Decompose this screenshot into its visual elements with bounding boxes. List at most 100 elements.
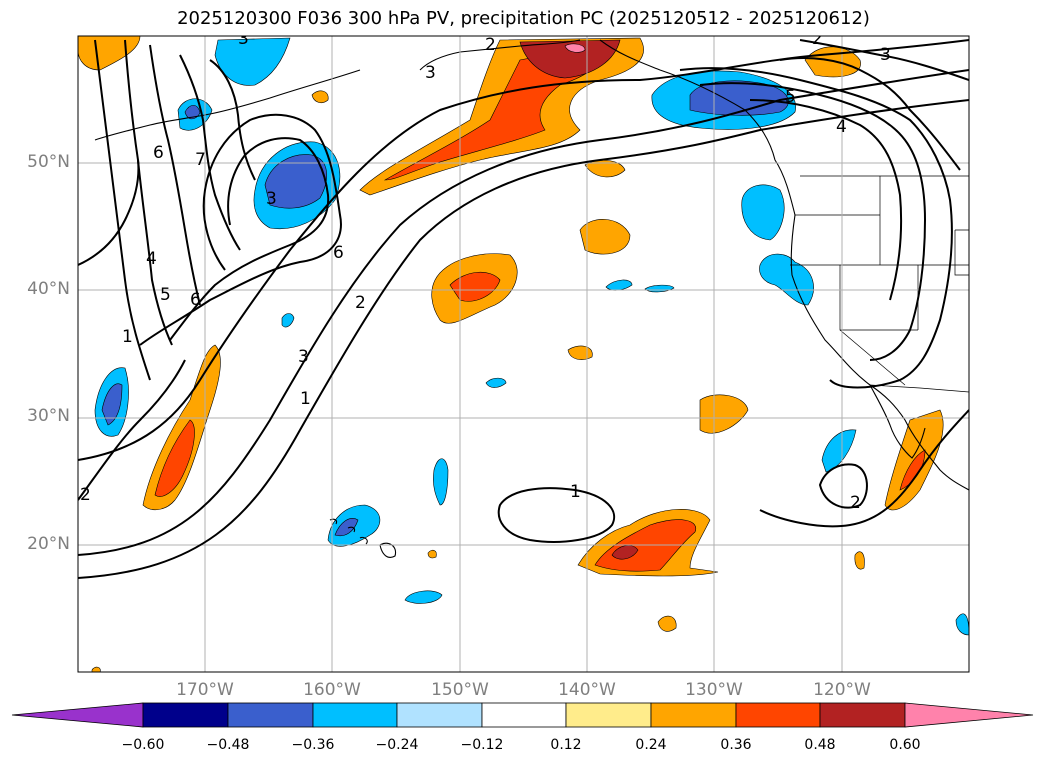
- lat-label: 20°N: [27, 534, 70, 554]
- precip-misc-2: [91, 666, 101, 672]
- north-america-coast: [599, 39, 969, 491]
- pv-contours: [78, 39, 969, 579]
- contour-label: 3: [425, 63, 436, 83]
- precip-band-core: [383, 44, 603, 181]
- colorbar-segment: [735, 702, 821, 728]
- alaska-coast: [419, 39, 581, 71]
- pv-contour-ne-5: [799, 39, 969, 81]
- precip-negative-coast-2: [759, 253, 814, 306]
- contour-label: 1: [300, 389, 311, 409]
- contour-label: 6: [190, 290, 201, 310]
- colorbar-segment: [396, 702, 483, 728]
- colorbar-segment: [650, 702, 737, 728]
- precip-negative-nw: [214, 37, 291, 86]
- pv-contour-ne-2: [699, 82, 927, 361]
- colorbar-tick-label: −0.60: [121, 737, 165, 753]
- precip-negative-south: [404, 590, 443, 604]
- precip-negative-mid-1: [433, 458, 449, 506]
- pv-contour-west-5: [209, 59, 256, 181]
- contour-label: 2: [812, 29, 823, 49]
- precip-negative-coast-1: [741, 184, 785, 241]
- precip-se-2: [854, 551, 865, 570]
- precip-central-1-core: [449, 272, 501, 302]
- pv-contour-ne-3: [749, 99, 903, 301]
- colorbar-segment: [227, 702, 314, 728]
- colorbar-extend-min: [11, 702, 144, 728]
- contour-label: 3: [880, 45, 891, 65]
- map-title: 2025120300 F036 300 hPa PV, precipitatio…: [177, 8, 870, 29]
- colorbar: [11, 702, 1034, 728]
- pv-contour-west-1: [94, 39, 151, 381]
- pv-contour-3: [78, 39, 969, 461]
- colorbar-segment: [142, 702, 229, 728]
- hawaii-islands: [329, 518, 397, 558]
- colorbar-tick-label: −0.24: [375, 737, 419, 753]
- precip-negative-hawaii-core: [334, 518, 359, 537]
- pv-contour-2: [78, 69, 969, 556]
- pv-contour-sw: [78, 359, 186, 501]
- colorbar-tick-label: 0.36: [720, 737, 752, 753]
- precip-negative-mid-4: [485, 377, 507, 388]
- lon-label: 170°W: [176, 680, 234, 700]
- precip-misc-1: [427, 549, 437, 559]
- aleutian-chain: [94, 69, 361, 141]
- pv-contour-ne-1: [679, 67, 953, 389]
- lat-label: 30°N: [27, 406, 70, 426]
- pv-contour-4: [139, 113, 342, 346]
- colorbar-segment: [565, 702, 652, 728]
- contour-label: 6: [153, 143, 164, 163]
- pv-contour-west-4: [179, 54, 241, 251]
- contour-label: 5: [160, 285, 171, 305]
- lon-label: 150°W: [431, 680, 489, 700]
- pv-contour-se-loop: [818, 463, 868, 509]
- colorbar-segment: [481, 702, 567, 728]
- contour-label: 3: [238, 29, 249, 49]
- precip-misc-3: [311, 90, 329, 104]
- precip-sw-band: [142, 344, 221, 510]
- contour-label: 1: [570, 482, 581, 502]
- lon-label: 160°W: [303, 680, 361, 700]
- precip-central-2: [579, 219, 631, 255]
- colorbar-tick-label: 0.60: [889, 737, 921, 753]
- pv-contour-se: [759, 409, 969, 528]
- precip-sw-core: [154, 419, 195, 497]
- pv-contour-1: [78, 99, 969, 579]
- pv-contour-west-2: [124, 39, 173, 346]
- pv-contour-south-loop: [497, 487, 616, 543]
- colorbar-segment: [819, 702, 906, 728]
- contour-label: 1: [122, 327, 133, 347]
- precip-band-max: [519, 39, 621, 79]
- us-mexico-border: [869, 384, 969, 393]
- lat-label: 50°N: [27, 152, 70, 172]
- contour-label: 4: [146, 249, 157, 269]
- colorbar-tick-label: 0.48: [804, 737, 836, 753]
- lon-label: 140°W: [558, 680, 616, 700]
- pv-contour-west-3: [149, 44, 201, 306]
- lat-label: 40°N: [27, 279, 70, 299]
- colorbar-segment: [312, 702, 398, 728]
- contour-label: 7: [195, 150, 206, 170]
- colorbar-tick-label: −0.48: [206, 737, 250, 753]
- precip-south-max: [611, 545, 639, 560]
- precip-central-4: [567, 345, 593, 360]
- lon-label: 120°W: [813, 680, 871, 700]
- baja-coast: [869, 384, 926, 459]
- pv-contour-labels: 2 3 3 5 4 3 6 7 3 6 2 3 1 4 5 6 1 1 2 2 …: [80, 29, 891, 513]
- colorbar-tick-label: −0.36: [291, 737, 335, 753]
- precip-central-5: [699, 394, 749, 434]
- precip-negative-west-core: [101, 383, 123, 426]
- contour-label: 2: [355, 293, 366, 313]
- pv-contour-west-6: [78, 159, 140, 266]
- map-area: 2 3 3 5 4 3 6 7 3 6 2 3 1 4 5 6 1 1 2 2 …: [78, 29, 969, 672]
- contour-label: 2: [80, 485, 91, 505]
- map-frame: [77, 35, 970, 673]
- coastlines: [94, 39, 969, 558]
- lon-label: 130°W: [685, 680, 743, 700]
- precip-band-peak: [564, 43, 586, 53]
- contour-label: 2: [485, 35, 496, 55]
- precip-south-2: [657, 615, 677, 632]
- colorbar-tick-label: −0.12: [460, 737, 504, 753]
- contour-label: 6: [333, 243, 344, 263]
- colorbar-tick-label: 0.12: [550, 737, 582, 753]
